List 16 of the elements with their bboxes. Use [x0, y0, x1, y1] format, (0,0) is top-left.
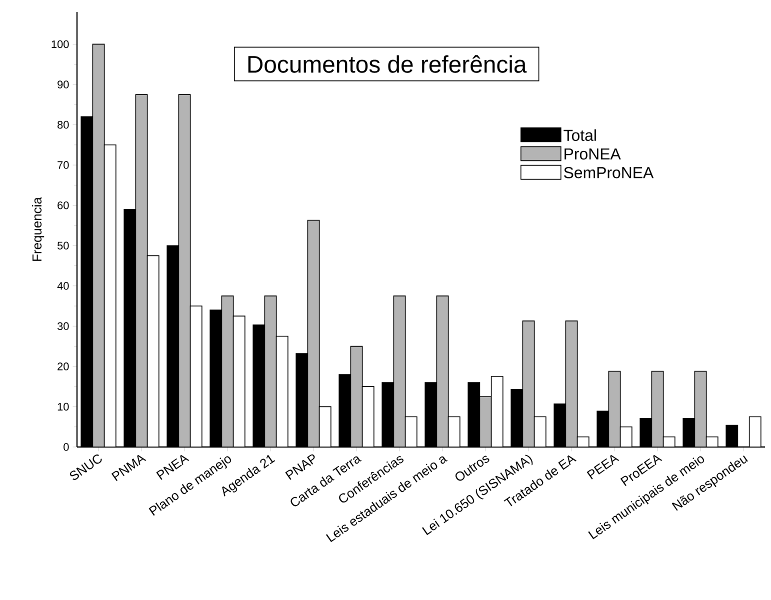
y-tick-label: 50	[57, 242, 69, 250]
y-tick-label: 20	[58, 362, 69, 370]
y-tick-label: 90	[58, 80, 69, 88]
y-tick-label: 0	[64, 443, 69, 451]
legend-label: SemProNEA	[564, 167, 654, 178]
y-tick-label: 100	[52, 40, 69, 48]
y-tick-label: 60	[58, 201, 69, 210]
y-tick-label: 40	[57, 282, 69, 290]
y-tick-label: 80	[58, 120, 69, 129]
text: Documentos de referência	[248, 55, 527, 73]
y-tick-label: 70	[58, 161, 69, 169]
y-tick-label: 10	[58, 402, 69, 411]
y-tick-label: 30	[57, 322, 69, 330]
legend-label: Total	[564, 129, 596, 141]
legend-label: ProNEA	[564, 148, 621, 160]
y-axis-title: Frequencia	[32, 197, 44, 261]
